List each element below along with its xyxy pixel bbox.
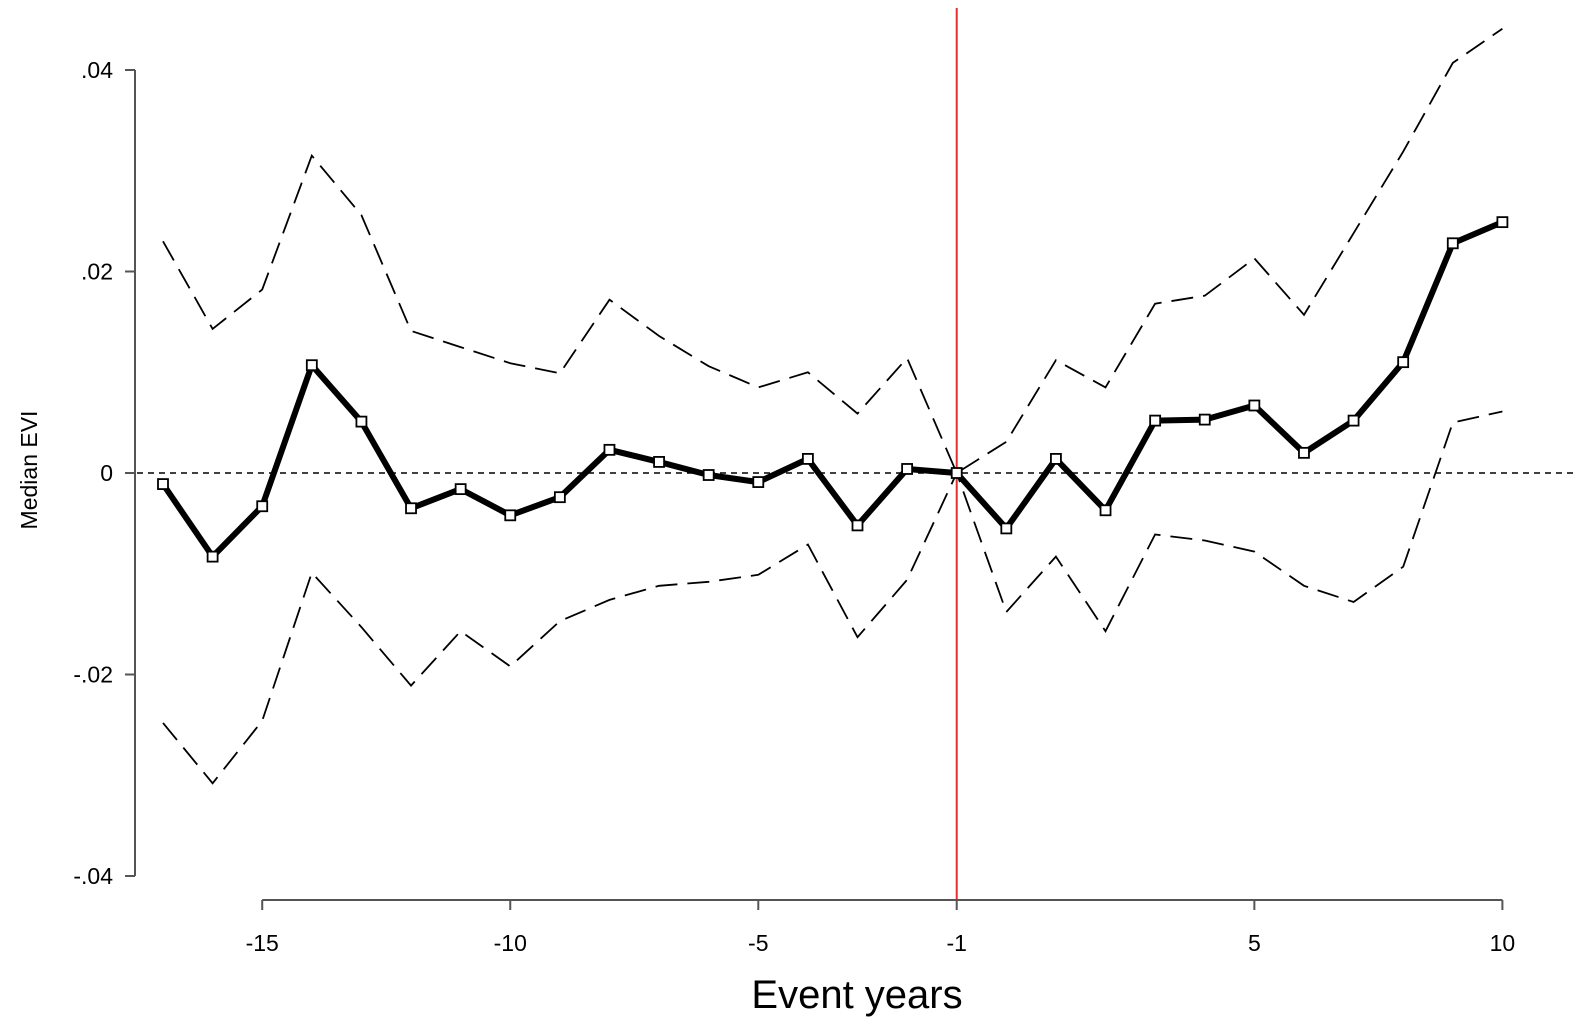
axes: .04.020-.02-.04 -15 -10 -5 -1 5 10 [73,57,1515,956]
estimate-point [256,500,269,513]
estimate-point [454,483,467,496]
estimate-point [1446,237,1459,250]
estimate-point [1248,399,1261,412]
x-tick-label: -15 [246,930,279,956]
estimate-point [1099,504,1112,517]
estimate-point [851,519,864,532]
estimate-point [752,476,765,488]
y-tick-label: .04 [81,57,113,83]
estimate-point [405,502,417,515]
estimate-point [1298,446,1310,459]
estimate-point [305,359,318,372]
x-tick-label: 5 [1248,930,1261,956]
estimate-point [653,456,665,468]
lower-ci-line [162,410,1503,785]
estimate-point [1496,216,1509,229]
estimate-point [1050,452,1062,465]
estimate-point [206,550,219,563]
estimate-line [160,219,1506,560]
estimate-point [1198,413,1211,426]
x-axis-ticks: -15 -10 -5 -1 5 10 [246,900,1516,956]
y-axis-ticks: .04 .02 0 -.02 -.04 [73,57,135,889]
estimate-point [157,478,169,490]
estimate-point [801,452,814,465]
estimate-point [1149,414,1162,427]
y-axis-title: Median EVI [16,411,42,530]
estimate-point [702,469,715,481]
series [157,27,1509,785]
upper-ci-line [162,27,1503,475]
y-tick-label: -.02 [73,662,113,688]
x-tick-label: -10 [494,930,527,956]
estimate-point [553,491,566,504]
estimate-point [1000,522,1013,535]
y-tick-label: 0 [100,460,113,486]
estimate-point [1397,356,1410,369]
estimate-point [950,467,963,479]
estimate-point [355,415,368,428]
x-tick-label: 10 [1490,930,1516,956]
y-tick-label: -.04 [73,863,113,889]
y-tick-label: .02 [81,259,113,285]
reference-lines [137,8,1578,900]
x-axis-title: Event years [751,973,962,1017]
x-tick-label: -1 [946,930,966,956]
x-tick-label: -5 [748,930,768,956]
estimate-point [901,463,914,475]
estimate-point [1347,414,1360,427]
estimate-point [504,509,517,522]
estimate-point [603,443,616,456]
